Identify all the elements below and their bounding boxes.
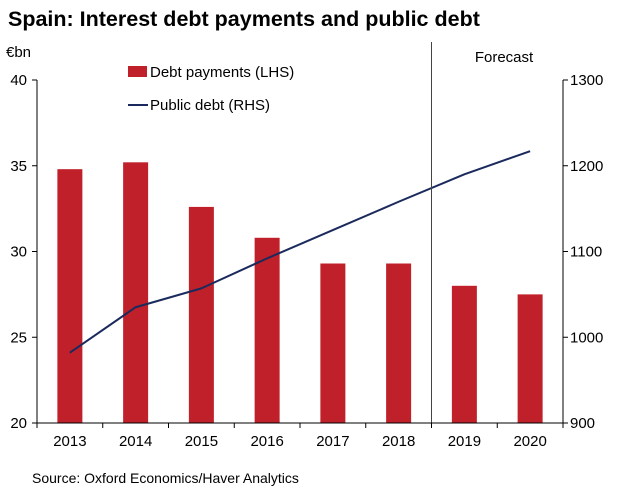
y-tick-label-left-35: 35 bbox=[10, 158, 27, 175]
x-tick-label-2018: 2018 bbox=[382, 433, 415, 450]
left-axis-unit: €bn bbox=[6, 44, 31, 61]
bar-series bbox=[57, 162, 543, 423]
y-tick-label-right-1200: 1200 bbox=[570, 158, 603, 175]
y-tick-label-left-40: 40 bbox=[10, 72, 27, 89]
bar-2016 bbox=[254, 237, 280, 423]
x-tick-label-2020: 2020 bbox=[513, 433, 546, 450]
line-series-layer bbox=[69, 150, 531, 354]
x-tick-label-2014: 2014 bbox=[119, 433, 152, 450]
y-tick-label-left-30: 30 bbox=[10, 244, 27, 261]
chart-title: Spain: Interest debt payments and public… bbox=[8, 7, 480, 31]
bar-2017 bbox=[320, 263, 346, 423]
y-tick-label-left-20: 20 bbox=[10, 415, 27, 432]
bar-2019 bbox=[451, 285, 477, 423]
legend-label-debt-payments: Debt payments (LHS) bbox=[150, 64, 294, 81]
y-tick-label-right-1300: 1300 bbox=[570, 72, 603, 89]
y-tick-label-right-900: 900 bbox=[570, 415, 595, 432]
bar-2015 bbox=[188, 206, 214, 423]
y-tick-label-right-1100: 1100 bbox=[570, 244, 602, 261]
line-public-debt bbox=[69, 150, 531, 354]
bar-2014 bbox=[123, 162, 149, 423]
x-tick-label-2019: 2019 bbox=[448, 433, 481, 450]
x-tick-label-2015: 2015 bbox=[185, 433, 218, 450]
legend: Debt payments (LHS) Public debt (RHS) bbox=[128, 64, 294, 114]
legend-swatch-debt-payments bbox=[128, 66, 147, 77]
x-tick-label-2016: 2016 bbox=[250, 433, 283, 450]
source-note: Source: Oxford Economics/Haver Analytics bbox=[32, 470, 299, 486]
axes: 20 25 30 35 40 900 1000 1100 1200 1300 2013 2014 201… bbox=[10, 42, 603, 450]
legend-label-public-debt: Public debt (RHS) bbox=[150, 97, 270, 114]
bar-2020 bbox=[517, 294, 543, 423]
bar-2013 bbox=[57, 169, 83, 423]
y-tick-label-right-1000: 1000 bbox=[570, 329, 603, 346]
forecast-label: Forecast bbox=[475, 49, 534, 66]
bar-2018 bbox=[386, 263, 412, 423]
y-tick-label-left-25: 25 bbox=[10, 329, 27, 346]
x-tick-label-2013: 2013 bbox=[53, 433, 86, 450]
x-tick-label-2017: 2017 bbox=[316, 433, 349, 450]
